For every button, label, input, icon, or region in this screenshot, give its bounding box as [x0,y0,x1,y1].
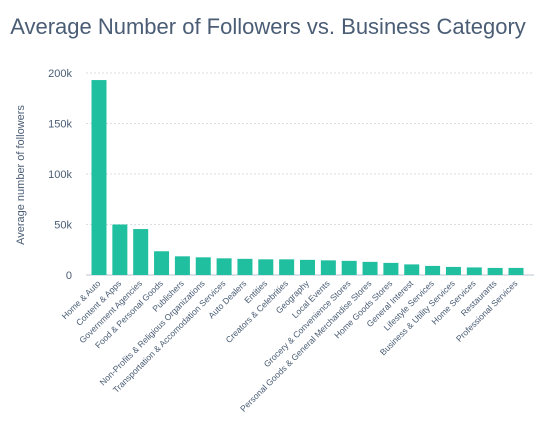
bars [91,80,524,275]
bar [508,267,524,275]
bar [404,264,420,275]
bar [216,258,232,275]
chart-title: Average Number of Followers vs. Business… [10,14,526,39]
y-tick-label: 100k [48,169,72,181]
bar [112,224,128,275]
y-tick-label: 150k [48,119,72,131]
bar [487,267,503,275]
y-tick-label: 50k [54,220,72,232]
bar [91,80,107,275]
bar [445,266,461,275]
bar [362,261,378,275]
gridlines [86,72,534,276]
bar [383,262,399,275]
y-tick-label: 0 [66,270,72,282]
bar [300,259,315,275]
bar [320,260,336,275]
bar [279,259,295,275]
bar [425,265,441,275]
bar [133,229,149,275]
y-tick-label: 200k [48,68,72,80]
bar [237,258,253,275]
bar [154,251,170,275]
bar [174,256,190,275]
bar [258,259,274,275]
y-tick-labels: 0 50k 100k 150k 200k [48,68,72,282]
y-axis-title: Average number of followers [15,105,27,245]
bar [466,267,482,275]
bar [341,260,357,275]
bar [195,257,211,275]
